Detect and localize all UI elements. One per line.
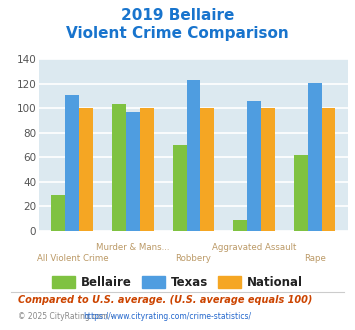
Legend: Bellaire, Texas, National: Bellaire, Texas, National: [47, 272, 308, 294]
Bar: [140, 109, 154, 231]
Bar: [322, 109, 335, 231]
Bar: [233, 220, 247, 231]
Bar: [173, 145, 186, 231]
Text: Murder & Mans...: Murder & Mans...: [96, 243, 170, 251]
Bar: [247, 101, 261, 231]
Text: Robbery: Robbery: [175, 254, 212, 263]
Text: © 2025 CityRating.com -: © 2025 CityRating.com -: [18, 312, 115, 321]
Text: 2019 Bellaire: 2019 Bellaire: [121, 8, 234, 23]
Bar: [126, 112, 140, 231]
Bar: [294, 155, 308, 231]
Bar: [79, 109, 93, 231]
Text: Compared to U.S. average. (U.S. average equals 100): Compared to U.S. average. (U.S. average …: [18, 295, 312, 305]
Bar: [201, 109, 214, 231]
Text: Rape: Rape: [304, 254, 326, 263]
Bar: [186, 80, 201, 231]
Bar: [51, 195, 65, 231]
Text: https://www.cityrating.com/crime-statistics/: https://www.cityrating.com/crime-statist…: [83, 312, 252, 321]
Text: Violent Crime Comparison: Violent Crime Comparison: [66, 26, 289, 41]
Bar: [261, 109, 275, 231]
Bar: [308, 83, 322, 231]
Bar: [65, 95, 79, 231]
Text: Aggravated Assault: Aggravated Assault: [212, 243, 296, 251]
Text: All Violent Crime: All Violent Crime: [37, 254, 108, 263]
Bar: [112, 104, 126, 231]
